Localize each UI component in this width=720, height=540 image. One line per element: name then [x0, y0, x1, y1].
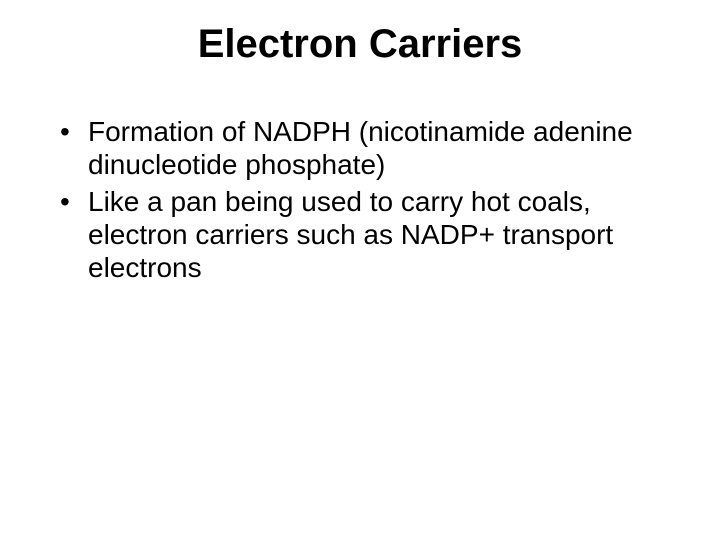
- bullet-list: Formation of NADPH (nicotinamide adenine…: [30, 115, 690, 284]
- slide-title: Electron Carriers: [30, 22, 690, 67]
- bullet-item: Formation of NADPH (nicotinamide adenine…: [60, 115, 690, 181]
- bullet-item: Like a pan being used to carry hot coals…: [60, 185, 690, 284]
- slide: Electron Carriers Formation of NADPH (ni…: [0, 0, 720, 540]
